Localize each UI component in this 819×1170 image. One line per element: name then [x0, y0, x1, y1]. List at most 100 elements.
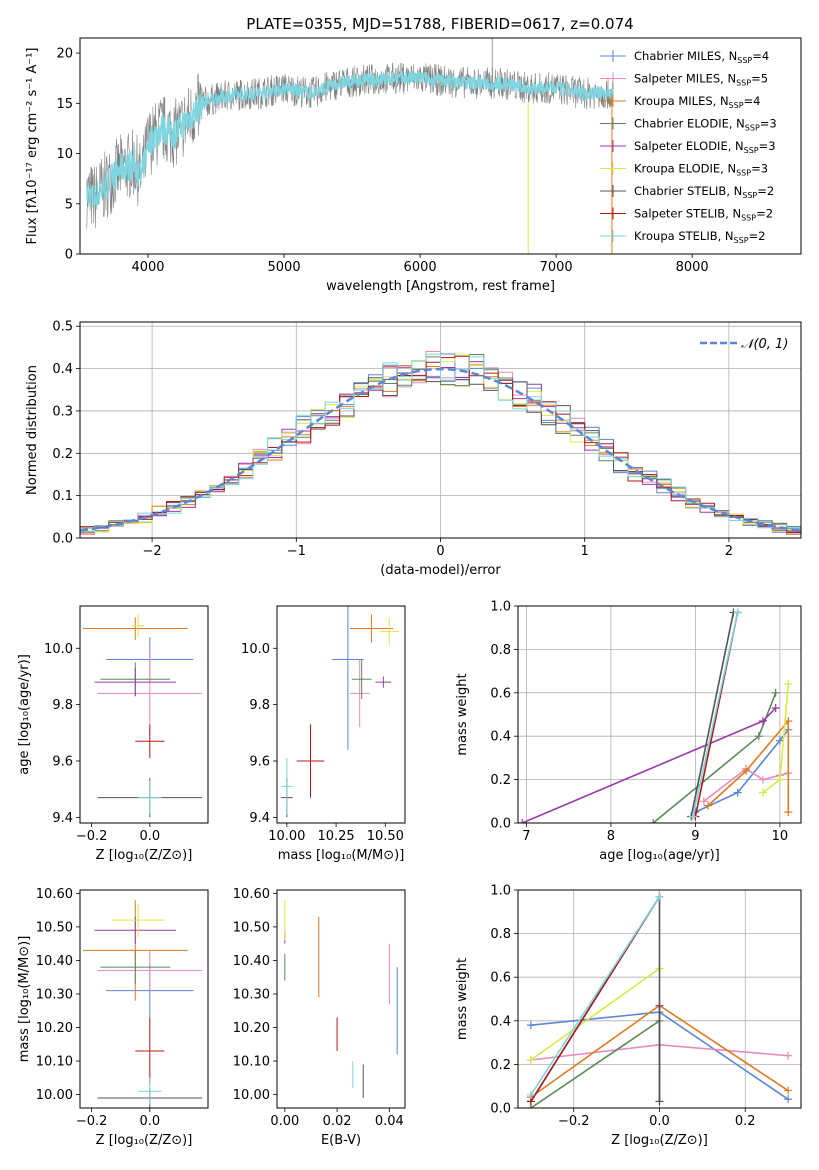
y-tick-label: 9.4	[249, 811, 270, 826]
y-tick-label: 0.0	[490, 817, 511, 832]
residuals-ylabel: Normed distribution	[25, 365, 40, 495]
x-tick-label: 0.04	[375, 1114, 404, 1129]
y-tick-label: 0.4	[490, 730, 511, 745]
mass_vs_ebv-frame	[276, 889, 406, 1109]
x-tick-label: 0.0	[139, 829, 160, 844]
y-tick-label: 9.6	[52, 755, 73, 770]
y-tick-label: 10.50	[233, 920, 270, 935]
y-tick-label: 0.5	[52, 320, 73, 335]
y-tick-label: 0.4	[490, 1014, 511, 1029]
legend-entry: Chabrier STELIB, NSSP=2	[634, 184, 774, 200]
y-tick-label: 10.40	[36, 954, 73, 969]
age_vs_Z-xlabel: Z [log₁₀(Z/Z⊙)]	[96, 848, 193, 863]
y-tick-label: 10.00	[233, 1088, 270, 1103]
y-tick-label: 0.2	[52, 447, 73, 462]
residuals-axes: −2 −1 0 1 2 0.0 0.1 0.2 0.3 0.4 0.5	[52, 320, 801, 559]
y-tick-label: 1.0	[490, 884, 511, 899]
mass_vs_ebv-axes: 0.00 0.02 0.04 10.00 10.10 10.20 10.30 10.40 10.…	[233, 887, 404, 1129]
age_vs_mass-axes: 10.00 10.25 10.50 9.4 9.6 9.8 10.0	[241, 642, 404, 844]
y-tick-label: 10.0	[44, 642, 73, 657]
x-tick-label: −2	[143, 544, 162, 559]
series-marker	[784, 1095, 793, 1104]
weight_vs_age-frame	[517, 605, 802, 824]
y-tick-label: 0.1	[52, 489, 73, 504]
series-marker	[784, 680, 793, 689]
x-tick-label: 10.50	[367, 829, 404, 844]
y-tick-label: 0.6	[490, 971, 511, 986]
weight_vs_age-axes: 7 8 9 10 0.0 0.2 0.4 0.6 0.8 1.0	[490, 600, 801, 844]
model-spectrum-line	[86, 69, 614, 211]
weight_vs_age-xlabel: age [log₁₀(age/yr)]	[599, 848, 720, 863]
x-tick-label: 0.00	[270, 1114, 299, 1129]
legend-entry: Salpeter ELODIE, NSSP=3	[634, 139, 776, 155]
observed-spectrum-line	[86, 62, 614, 229]
x-tick-label: 8	[607, 829, 615, 844]
weight_vs_age-ylabel: mass weight	[455, 673, 470, 755]
x-tick-label: 5000	[268, 260, 301, 275]
y-tick-label: 10.40	[233, 954, 270, 969]
series-marker	[704, 801, 713, 810]
y-tick-label: 0.0	[490, 1102, 511, 1117]
weight_vs_Z-ylabel: mass weight	[455, 958, 470, 1040]
legend-entry: Chabrier MILES, NSSP=4	[634, 49, 769, 65]
residuals-xlabel: (data-model)/error	[380, 563, 501, 578]
y-tick-label: 0.4	[52, 362, 73, 377]
series-marker	[699, 797, 708, 806]
mass_vs_Z-frame	[79, 889, 209, 1109]
series-marker	[655, 1097, 664, 1106]
legend-entry: Kroupa ELODIE, NSSP=3	[634, 162, 768, 178]
x-tick-label: 9	[691, 829, 699, 844]
x-tick-label: 10.00	[268, 829, 305, 844]
x-tick-label: 0.02	[323, 1114, 352, 1129]
y-tick-label: 9.8	[249, 698, 270, 713]
y-tick-label: 10.30	[36, 987, 73, 1002]
spectrum-ylabel: Flux [fλ10⁻¹⁷ erg cm⁻² s⁻¹ A⁻¹]	[25, 48, 40, 245]
age_vs_Z-axes: −0.2 0.0 9.4 9.6 9.8 10.0	[44, 642, 160, 844]
series-marker	[526, 1021, 535, 1030]
spectrum-axes: 4000 5000 6000 7000 8000 0 5 10 15 20	[56, 47, 708, 275]
y-tick-label: 10.50	[36, 920, 73, 935]
y-tick-label: 5	[65, 197, 73, 212]
y-tick-label: 9.8	[52, 698, 73, 713]
series-marker	[733, 788, 742, 797]
mass_vs_ebv-xlabel: E(B-V)	[321, 1133, 361, 1148]
x-tick-label: 0.0	[139, 1114, 160, 1129]
series-marker	[754, 732, 763, 741]
series-marker	[771, 688, 780, 697]
age_vs_mass-frame	[276, 605, 406, 824]
legend-entry: Chabrier ELODIE, NSSP=3	[634, 117, 777, 133]
x-tick-label: 0.2	[735, 1114, 756, 1129]
series-marker	[784, 1086, 793, 1095]
y-tick-label: 0.8	[490, 643, 511, 658]
y-tick-label: 9.4	[52, 811, 73, 826]
legend-entry: Kroupa MILES, NSSP=4	[634, 94, 760, 110]
series-marker	[784, 808, 793, 817]
x-tick-label: −1	[287, 544, 306, 559]
series-line	[692, 612, 739, 817]
y-tick-label: 10	[56, 147, 73, 162]
y-tick-label: 10.10	[233, 1055, 270, 1070]
spectrum-xlabel: wavelength [Angstrom, rest frame]	[326, 279, 555, 294]
y-tick-label: 0.6	[490, 686, 511, 701]
series-marker	[758, 717, 767, 726]
series-marker	[526, 1056, 535, 1065]
y-tick-label: 0	[65, 248, 73, 263]
series-marker	[758, 775, 767, 784]
x-tick-label: 0	[436, 544, 444, 559]
series-marker	[758, 788, 767, 797]
residuals-frame	[79, 321, 802, 539]
age_vs_mass-xlabel: mass [log₁₀(M/M⊙)]	[278, 848, 405, 863]
series-marker	[518, 819, 527, 823]
x-tick-label: 8000	[676, 260, 709, 275]
mass_vs_Z-ylabel: mass [log₁₀(M/M⊙)]	[17, 936, 32, 1063]
series-marker	[688, 812, 697, 821]
histogram-step	[80, 353, 801, 533]
y-tick-label: 0.2	[490, 773, 511, 788]
figure-title: PLATE=0355, MJD=51788, FIBERID=0617, z=0…	[246, 15, 633, 33]
weight_vs_Z-frame	[517, 889, 802, 1109]
series-marker	[742, 766, 751, 775]
series-line	[530, 896, 661, 1096]
y-tick-label: 15	[56, 97, 73, 112]
y-tick-label: 0.0	[52, 532, 73, 547]
